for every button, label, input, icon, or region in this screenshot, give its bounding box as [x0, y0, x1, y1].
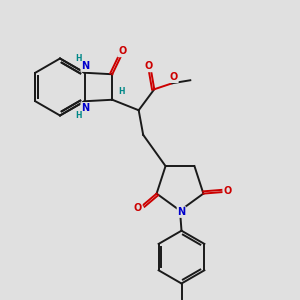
- Text: O: O: [118, 46, 126, 56]
- Text: O: O: [145, 61, 153, 71]
- Text: N: N: [177, 207, 186, 217]
- Text: O: O: [134, 203, 142, 213]
- Text: H: H: [118, 88, 125, 97]
- Text: O: O: [170, 72, 178, 82]
- Text: O: O: [223, 186, 232, 196]
- Text: H: H: [75, 111, 82, 119]
- Text: N: N: [81, 61, 89, 71]
- Text: H: H: [75, 54, 82, 63]
- Text: N: N: [81, 103, 89, 113]
